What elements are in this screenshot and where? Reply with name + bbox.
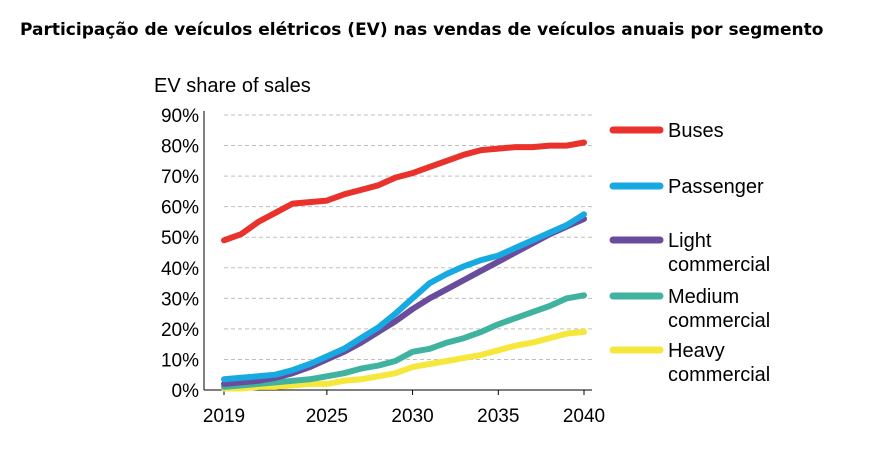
legend-label-4-line1: Heavy [668,340,725,362]
x-tick-label-1: 2025 [306,406,348,427]
y-tick-label-9: 90% [161,106,199,127]
legend: BusesPassengerLightcommercialMediumcomme… [609,120,770,386]
chart-title: Participação de veículos elétricos (EV) … [20,20,824,40]
x-tick-label-0: 2019 [203,406,245,427]
y-axis-label: EV share of sales [154,75,311,97]
y-tick-label-1: 10% [161,350,199,371]
y-tick-label-5: 50% [161,228,199,249]
y-tick-label-7: 70% [161,167,199,188]
legend-label-2-line1: Light [668,230,712,252]
y-tick-label-6: 60% [161,198,199,219]
series-lines [221,139,587,392]
legend-label-3-line1: Medium [668,286,739,308]
series-line-0 [221,139,587,244]
legend-label-0: Buses [668,120,724,142]
series-line-4 [221,328,587,392]
x-tick-label-4: 2040 [563,406,605,427]
y-tick-label-0: 0% [172,381,200,402]
series-line-1 [221,211,587,383]
y-tick-label-8: 80% [161,137,199,158]
legend-label-4-line2: commercial [668,364,770,386]
y-tick-label-3: 30% [161,289,199,310]
legend-label-2-line2: commercial [668,254,770,276]
x-tick-label-2: 2030 [391,406,433,427]
legend-label-1: Passenger [668,176,764,198]
axes [203,111,592,395]
x-tick-label-3: 2035 [477,406,519,427]
legend-label-3-line2: commercial [668,310,770,332]
y-tick-label-2: 20% [161,320,199,341]
y-tick-label-4: 40% [161,259,199,280]
series-line-3 [221,292,587,390]
tick-labels: 0% 10% 20% 30% 40% 50% 60% 70% 80% 90% 2019 2025 203… [161,106,605,427]
